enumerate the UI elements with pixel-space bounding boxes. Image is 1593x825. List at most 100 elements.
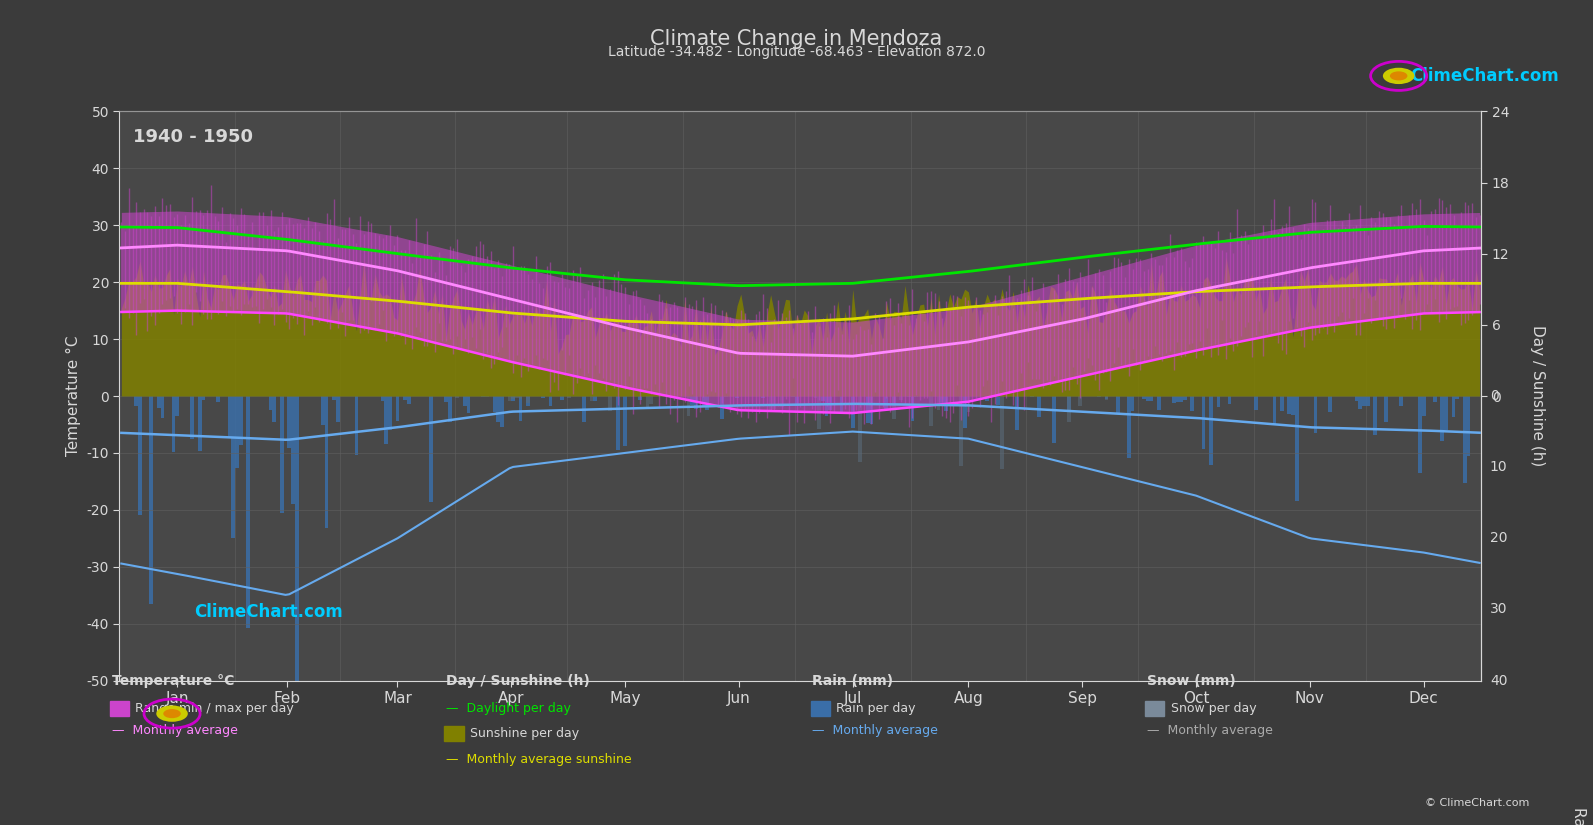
Text: —  Daylight per day: — Daylight per day — [446, 702, 570, 715]
Bar — [519, 396, 523, 421]
Bar — [355, 396, 358, 455]
Text: Rain per day: Rain per day — [836, 702, 916, 715]
Bar — [865, 396, 870, 422]
Bar — [559, 396, 564, 400]
Bar — [1179, 396, 1184, 403]
Bar — [1115, 396, 1120, 413]
Bar — [1190, 396, 1195, 411]
Bar — [511, 396, 515, 398]
Bar — [444, 396, 448, 402]
Bar — [962, 396, 967, 427]
Bar — [384, 396, 389, 444]
Bar — [1362, 396, 1365, 406]
Bar — [1451, 396, 1456, 417]
Bar — [1104, 396, 1109, 399]
Bar — [1184, 396, 1187, 400]
Bar — [1131, 396, 1134, 411]
Bar — [1172, 396, 1176, 403]
Text: Latitude -34.482 - Longitude -68.463 - Elevation 872.0: Latitude -34.482 - Longitude -68.463 - E… — [609, 45, 984, 59]
Bar — [1445, 396, 1448, 430]
Bar — [814, 396, 817, 398]
Bar — [706, 396, 709, 397]
Bar — [403, 396, 406, 400]
Bar — [609, 396, 612, 411]
Bar — [526, 396, 530, 406]
Text: Rain (mm): Rain (mm) — [812, 674, 894, 688]
Text: Climate Change in Mendoza: Climate Change in Mendoza — [650, 29, 943, 49]
Bar — [1365, 396, 1370, 406]
Bar — [929, 396, 933, 426]
Bar — [892, 396, 895, 404]
Bar — [695, 396, 698, 397]
Bar — [870, 396, 873, 407]
Bar — [287, 396, 292, 448]
Bar — [914, 396, 918, 398]
Bar — [781, 396, 784, 407]
Text: ClimeChart.com: ClimeChart.com — [194, 603, 342, 621]
Bar — [239, 396, 242, 445]
Bar — [1384, 396, 1388, 422]
Bar — [519, 396, 523, 399]
Bar — [1281, 396, 1284, 411]
Bar — [650, 396, 653, 404]
Bar — [761, 396, 765, 398]
Bar — [526, 396, 530, 403]
Bar — [720, 396, 723, 418]
Bar — [825, 396, 828, 416]
Bar — [336, 396, 339, 422]
Bar — [448, 396, 451, 422]
Text: Snow (mm): Snow (mm) — [1147, 674, 1236, 688]
Bar — [769, 396, 773, 412]
Bar — [616, 396, 620, 450]
Bar — [940, 396, 945, 398]
Text: —  Monthly average: — Monthly average — [1147, 724, 1273, 738]
Bar — [945, 396, 948, 411]
Bar — [1126, 396, 1131, 458]
Bar — [172, 396, 175, 452]
Bar — [202, 396, 205, 400]
Bar — [690, 396, 695, 405]
Bar — [1418, 396, 1423, 473]
Text: —  Monthly average sunshine: — Monthly average sunshine — [446, 753, 632, 766]
Bar — [859, 396, 862, 462]
Text: —  Monthly average: — Monthly average — [112, 724, 237, 738]
Bar — [406, 396, 411, 404]
Bar — [497, 396, 500, 422]
Bar — [1067, 396, 1070, 422]
Bar — [892, 396, 895, 419]
Text: Day / Sunshine (h): Day / Sunshine (h) — [446, 674, 589, 688]
Bar — [706, 396, 709, 410]
Bar — [1314, 396, 1317, 432]
Bar — [959, 396, 962, 466]
Bar — [134, 396, 139, 406]
Bar — [623, 396, 628, 446]
Text: Snow per day: Snow per day — [1171, 702, 1257, 715]
Bar — [1000, 396, 1004, 469]
Bar — [1209, 396, 1212, 464]
Bar — [548, 396, 553, 406]
Text: Temperature °C: Temperature °C — [112, 674, 234, 688]
Bar — [695, 396, 698, 408]
Bar — [1329, 396, 1332, 412]
Bar — [1142, 396, 1145, 398]
Bar — [820, 396, 825, 401]
Bar — [870, 396, 873, 424]
Bar — [911, 396, 914, 421]
Bar — [761, 396, 765, 397]
Text: 10: 10 — [1489, 460, 1507, 474]
Bar — [139, 396, 142, 516]
Bar — [1399, 396, 1403, 406]
Bar — [906, 396, 911, 397]
Bar — [217, 396, 220, 402]
Bar — [333, 396, 336, 400]
Bar — [1373, 396, 1376, 435]
Bar — [161, 396, 164, 417]
Bar — [429, 396, 433, 502]
Bar — [1273, 396, 1276, 424]
Bar — [156, 396, 161, 408]
Bar — [292, 396, 295, 503]
Bar — [456, 396, 459, 398]
Bar — [464, 396, 467, 406]
Bar — [395, 396, 400, 421]
Bar — [272, 396, 276, 422]
